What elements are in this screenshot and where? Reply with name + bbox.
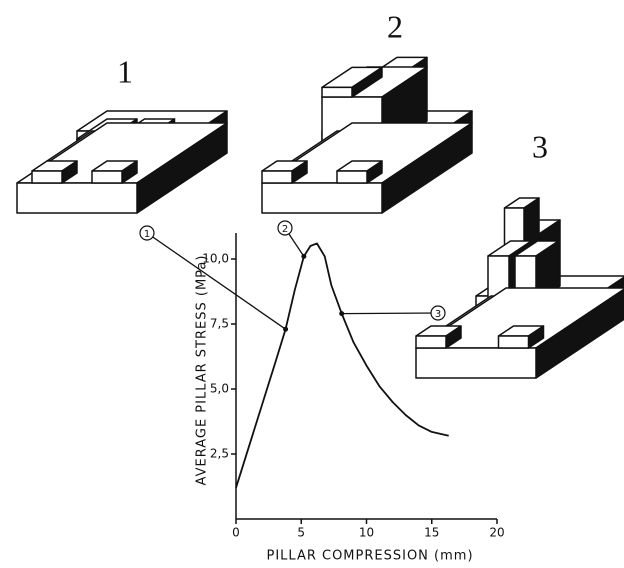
y-axis-title: AVERAGE PILLAR STRESS (MPa) (195, 255, 210, 486)
stage-label: 3 (532, 128, 548, 164)
block-front (32, 171, 62, 183)
callout-label: 1 (144, 229, 150, 240)
y-tick-label: 7,5 (210, 317, 229, 331)
x-tick-label: 20 (489, 526, 504, 540)
y-tick-label: 10,0 (202, 252, 229, 266)
block-front (92, 171, 122, 183)
illustrations (17, 57, 624, 378)
stage-point (339, 311, 344, 316)
block-front (416, 336, 446, 348)
stage-point (301, 254, 306, 259)
stage-point (283, 327, 288, 332)
stage-label: 2 (387, 8, 403, 44)
block-front (416, 348, 536, 378)
callout-label: 2 (282, 224, 288, 235)
block-front (262, 171, 292, 183)
y-tick-label: 5,0 (210, 382, 229, 396)
page: {"chart_data": {"type": "line", "xlabel"… (0, 0, 624, 568)
stage-label: 1 (117, 53, 133, 89)
x-axis-title: PILLAR COMPRESSION (mm) (266, 549, 473, 564)
block-front (262, 183, 382, 213)
x-tick-label: 10 (359, 526, 374, 540)
x-tick-label: 5 (297, 526, 305, 540)
y-tick-label: 2,5 (210, 447, 229, 461)
block-front (337, 171, 367, 183)
leader-line (147, 233, 286, 329)
block-front (322, 87, 352, 97)
block-front (17, 183, 137, 213)
x-tick-label: 0 (232, 526, 240, 540)
chart: PILLAR COMPRESSION (mm) AVERAGE PILLAR S… (0, 0, 624, 568)
callout-label: 3 (435, 309, 441, 320)
x-tick-label: 15 (424, 526, 439, 540)
block-front (499, 336, 529, 348)
leader-line (342, 313, 438, 314)
